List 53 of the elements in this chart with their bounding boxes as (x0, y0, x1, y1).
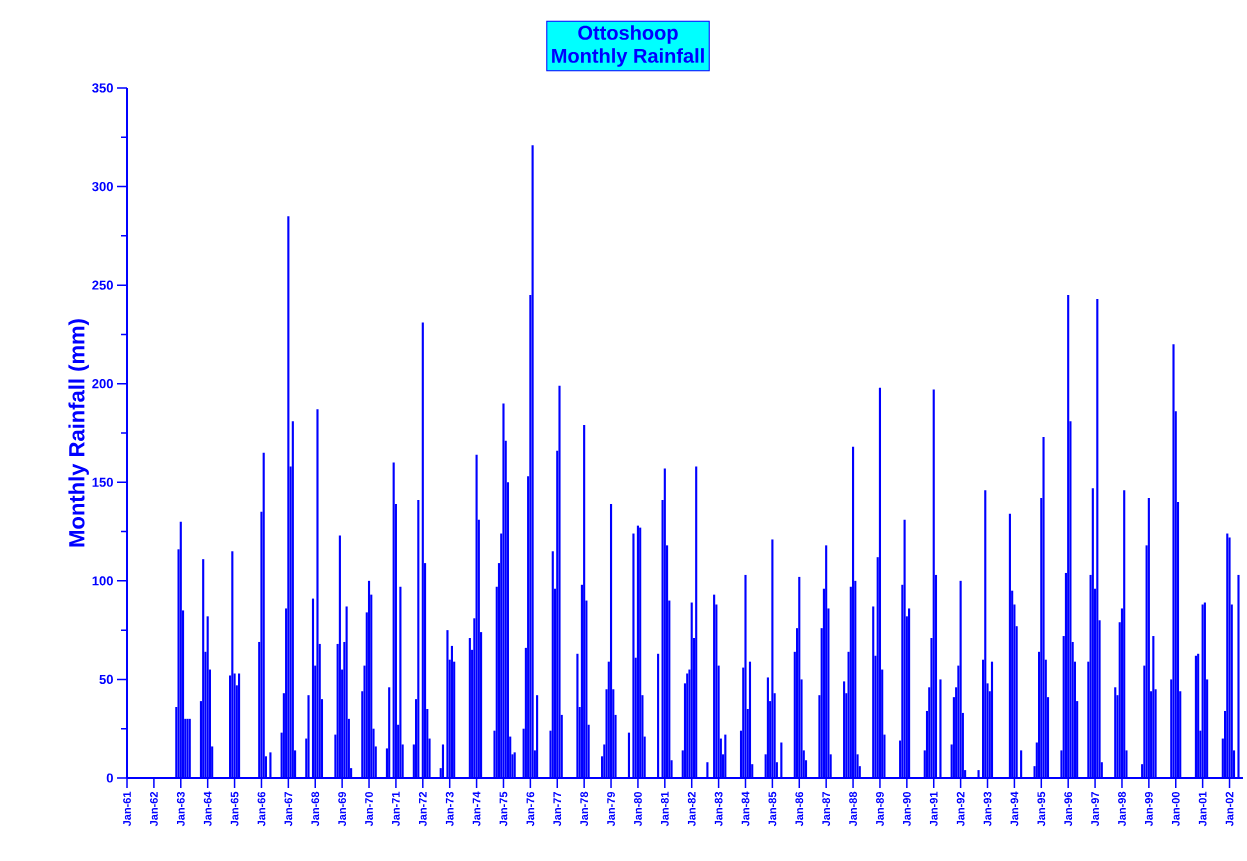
x-tick-label: Jan-64 (203, 791, 212, 827)
x-tick-label: Jan-66 (257, 791, 266, 827)
x-tick-label: Jan-90 (902, 791, 911, 827)
x-tick-label: Jan-73 (445, 791, 454, 827)
y-tick-label: 100 (92, 576, 113, 586)
x-tick-label: Jan-86 (795, 791, 804, 827)
x-tick-label: Jan-92 (956, 791, 965, 827)
y-axis-title: Monthly Rainfall (mm) (68, 319, 89, 547)
y-tick-label: 250 (92, 280, 113, 290)
x-tick-label: Jan-96 (1064, 791, 1073, 827)
y-tick-label: 300 (92, 181, 113, 192)
x-tick-label: Jan-93 (983, 791, 992, 827)
x-tick-label: Jan-95 (1037, 791, 1046, 827)
y-tick-label: 0 (106, 773, 113, 783)
x-tick-label: Jan-67 (284, 792, 293, 827)
x-tick-label: Jan-81 (660, 791, 669, 827)
y-tick-label: 200 (92, 379, 113, 389)
x-tick-label: Jan-89 (876, 791, 884, 827)
x-tick-label: Jan-97 (1091, 792, 1099, 827)
x-tick-label: Jan-94 (1010, 791, 1019, 827)
chart-subtitle: Monthly Rainfall (552, 48, 704, 67)
x-tick-label: Jan-98 (1118, 791, 1126, 827)
x-tick-label: Jan-83 (714, 791, 723, 827)
x-tick-label: Jan-74 (472, 791, 481, 827)
x-tick-label: Jan-01 (1198, 791, 1207, 827)
x-tick-label: Jan-99 (1144, 791, 1153, 827)
x-tick-label: Jan-75 (499, 791, 508, 827)
x-tick-label: Jan-68 (311, 791, 320, 827)
y-tick-label: 50 (99, 674, 113, 685)
x-tick-label: Jan-88 (849, 791, 857, 827)
x-tick-label: Jan-77 (553, 792, 562, 827)
x-tick-label: Jan-72 (418, 791, 427, 827)
chart-title: Ottoshoop (578, 25, 678, 44)
x-tick-label: Jan-69 (338, 791, 347, 827)
x-tick-label: Jan-76 (526, 791, 535, 827)
x-tick-label: Jan-78 (580, 791, 589, 827)
x-tick-label: Jan-65 (230, 791, 239, 827)
x-tick-label: Jan-62 (150, 791, 158, 827)
x-tick-label: Jan-85 (768, 791, 777, 827)
x-tick-label: Jan-79 (607, 791, 615, 827)
x-tick-label: Jan-00 (1171, 791, 1180, 827)
x-tick-label: Jan-80 (634, 791, 642, 827)
x-tick-label: Jan-71 (392, 791, 400, 827)
x-tick-label: Jan-91 (929, 791, 938, 827)
x-tick-label: Jan-63 (176, 791, 185, 827)
y-tick-label: 150 (92, 477, 113, 487)
x-tick-label: Jan-61 (123, 791, 131, 827)
y-tick-label: 350 (92, 83, 113, 93)
x-tick-label: Jan-87 (822, 792, 831, 827)
x-tick-label: Jan-84 (741, 791, 750, 827)
x-tick-label: Jan-82 (687, 791, 696, 827)
x-tick-label: Jan-70 (365, 791, 373, 827)
x-tick-label: Jan-02 (1225, 791, 1234, 827)
